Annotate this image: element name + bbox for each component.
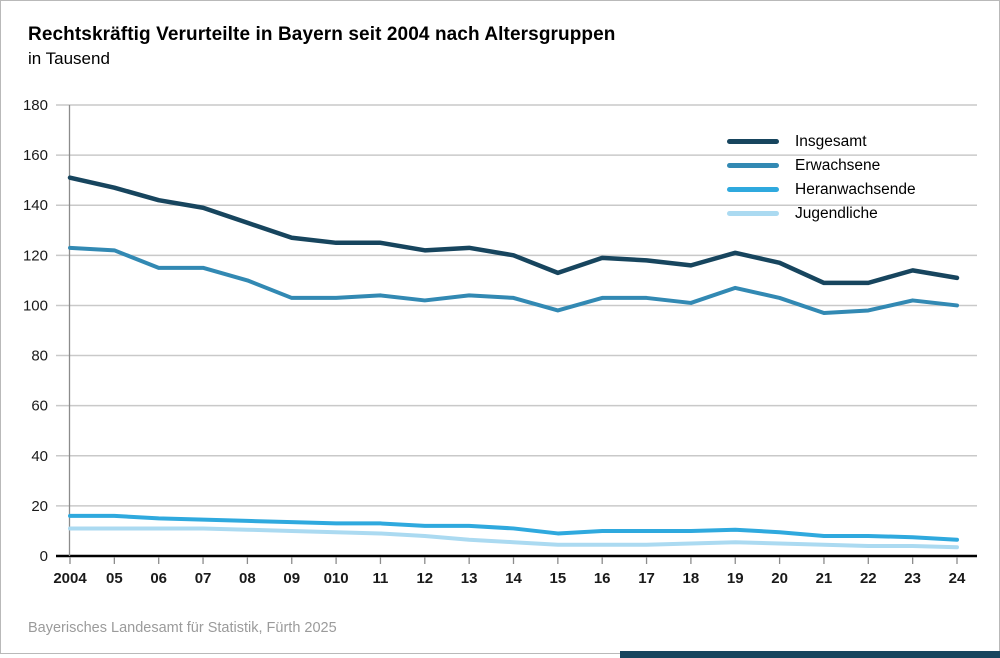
x-tick-label: 11 [373, 570, 389, 587]
series-line-jugendliche [68, 526, 959, 550]
legend-swatch-icon [727, 211, 779, 216]
legend-item-erwachsene: Erwachsene [727, 157, 916, 174]
legend-item-jugendliche: Jugendliche [727, 205, 916, 222]
legend-label: Erwachsene [795, 156, 881, 174]
legend-swatch-icon [727, 139, 779, 144]
legend-item-insgesamt: Insgesamt [727, 133, 916, 150]
legend-label: Insgesamt [795, 132, 867, 150]
y-tick-label: 60 [31, 398, 48, 415]
x-tick-label: 17 [638, 570, 655, 587]
x-tick-label: 2004 [53, 570, 87, 587]
y-tick-label: 20 [31, 498, 48, 515]
x-tick-label: 20 [771, 570, 788, 587]
chart-legend: Insgesamt Erwachsene Heranwachsende Jugendl… [727, 133, 916, 222]
series-line-insgesamt [67, 175, 960, 286]
x-tick-label: 21 [816, 570, 833, 587]
y-tick-label: 120 [23, 247, 48, 264]
x-tick-label: 08 [239, 570, 256, 587]
legend-label: Jugendliche [795, 204, 878, 222]
legend-label: Heranwachsende [795, 180, 916, 198]
x-tick-label: 12 [416, 570, 433, 587]
title-block: Rechtskräftig Verurteilte in Bayern seit… [28, 24, 616, 69]
source-note: Bayerisches Landesamt für Statistik, Für… [28, 620, 337, 636]
series-line-heranwachsende [68, 513, 959, 542]
series-line-erwachsene [68, 245, 959, 315]
x-tick-label: 16 [594, 570, 611, 587]
x-tick-label: 010 [324, 570, 349, 587]
x-tick-label: 07 [195, 570, 212, 587]
footer-accent-bar [620, 651, 1000, 658]
x-tick-label: 24 [949, 570, 966, 587]
x-tick-label: 23 [904, 570, 921, 587]
y-tick-label: 0 [40, 548, 48, 565]
legend-swatch-icon [727, 187, 779, 192]
y-tick-label: 100 [23, 297, 48, 314]
x-tick-label: 14 [505, 570, 522, 587]
x-tick-label: 13 [461, 570, 478, 587]
y-tick-label: 160 [23, 147, 48, 164]
legend-item-heranwachsende: Heranwachsende [727, 181, 916, 198]
x-tick-label: 18 [683, 570, 700, 587]
y-tick-label: 140 [23, 197, 48, 214]
x-tick-label: 09 [283, 570, 300, 587]
y-tick-label: 180 [23, 97, 48, 114]
x-tick-label: 15 [550, 570, 567, 587]
y-tick-label: 80 [31, 348, 48, 365]
x-tick-label: 06 [150, 570, 167, 587]
x-tick-label: 05 [106, 570, 123, 587]
page-title: Rechtskräftig Verurteilte in Bayern seit… [28, 24, 616, 45]
y-tick-label: 40 [31, 448, 48, 465]
x-tick-label: 19 [727, 570, 744, 587]
page-subtitle: in Tausend [28, 49, 110, 68]
legend-swatch-icon [727, 163, 779, 168]
x-tick-label: 22 [860, 570, 877, 587]
